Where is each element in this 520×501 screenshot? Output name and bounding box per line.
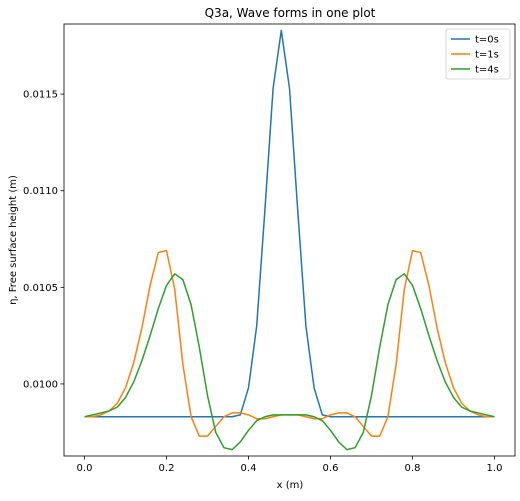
series-line-2: [84, 273, 495, 451]
x-tick-label: 0.8: [405, 463, 421, 474]
x-axis-label: x (m): [277, 480, 304, 491]
x-tick-label: 1.0: [487, 463, 503, 474]
series-line-1: [84, 249, 495, 437]
y-tick-label: 0.0115: [23, 90, 58, 101]
y-tick-label: 0.0105: [23, 283, 58, 294]
x-axis: 0.0 0.2 0.4 0.6 0.8 1.0: [77, 456, 503, 474]
legend-label-0: t=0s: [475, 35, 499, 46]
x-tick-label: 0.2: [159, 463, 175, 474]
y-axis: 0.0100 0.0105 0.0110 0.0115: [23, 90, 64, 390]
legend: t=0s t=1s t=4s: [445, 28, 511, 80]
y-tick-label: 0.0100: [23, 379, 58, 390]
x-tick-label: 0.0: [77, 463, 93, 474]
y-tick-label: 0.0110: [23, 186, 58, 197]
x-tick-label: 0.4: [241, 463, 257, 474]
chart-title: Q3a, Wave forms in one plot: [205, 6, 376, 20]
plot-frame: [63, 23, 516, 457]
legend-label-1: t=1s: [475, 50, 499, 61]
series-line-0: [84, 29, 495, 418]
plot-lines: [84, 29, 495, 451]
x-tick-label: 0.6: [323, 463, 339, 474]
legend-box: [445, 28, 511, 80]
y-axis-label: η, Free surface height (m): [8, 175, 19, 305]
legend-label-2: t=4s: [475, 65, 499, 76]
